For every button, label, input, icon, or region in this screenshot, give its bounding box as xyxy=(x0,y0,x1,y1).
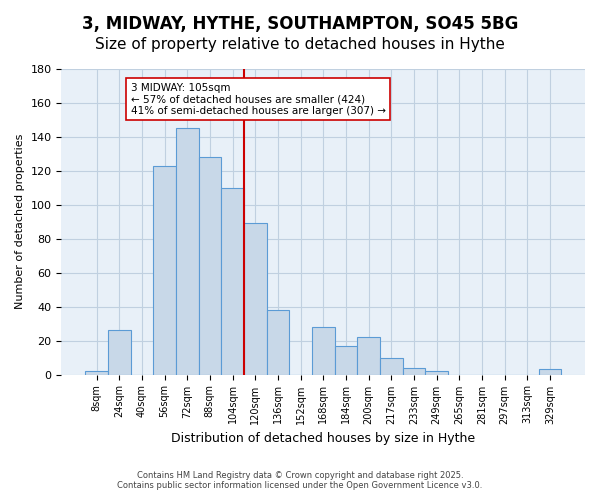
Bar xyxy=(221,188,244,374)
Bar xyxy=(85,371,108,374)
X-axis label: Distribution of detached houses by size in Hythe: Distribution of detached houses by size … xyxy=(171,432,475,445)
Bar xyxy=(199,158,221,374)
Bar xyxy=(425,371,448,374)
Text: 3, MIDWAY, HYTHE, SOUTHAMPTON, SO45 5BG: 3, MIDWAY, HYTHE, SOUTHAMPTON, SO45 5BG xyxy=(82,15,518,33)
Bar xyxy=(357,337,380,374)
Y-axis label: Number of detached properties: Number of detached properties xyxy=(15,134,25,310)
Bar xyxy=(335,346,357,374)
Bar xyxy=(403,368,425,374)
Bar xyxy=(153,166,176,374)
Bar xyxy=(176,128,199,374)
Bar xyxy=(312,327,335,374)
Text: 3 MIDWAY: 105sqm
← 57% of detached houses are smaller (424)
41% of semi-detached: 3 MIDWAY: 105sqm ← 57% of detached house… xyxy=(131,82,386,116)
Text: Size of property relative to detached houses in Hythe: Size of property relative to detached ho… xyxy=(95,38,505,52)
Bar xyxy=(108,330,131,374)
Bar xyxy=(380,358,403,374)
Bar xyxy=(539,370,561,374)
Text: Contains HM Land Registry data © Crown copyright and database right 2025.
Contai: Contains HM Land Registry data © Crown c… xyxy=(118,470,482,490)
Bar xyxy=(244,224,266,374)
Bar xyxy=(266,310,289,374)
